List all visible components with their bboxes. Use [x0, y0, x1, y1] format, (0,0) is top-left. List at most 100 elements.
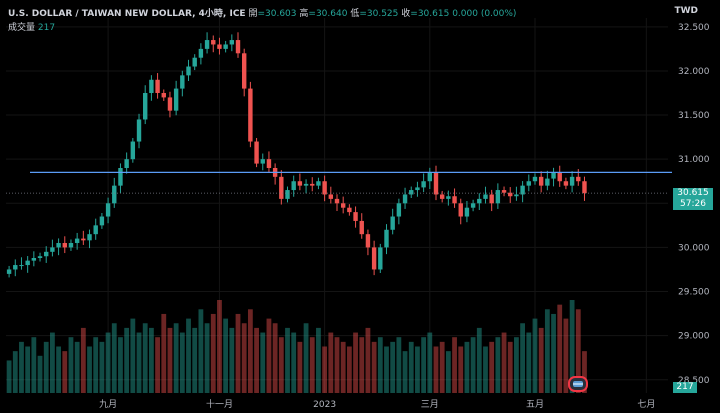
candle-body [99, 216, 105, 226]
candle-body [545, 178, 550, 186]
volume-bar [68, 337, 74, 393]
volume-bar [489, 341, 495, 393]
x-tick-label: 七月 [637, 399, 655, 410]
volume-bar [371, 341, 377, 393]
volume-bar [427, 332, 433, 393]
candle-body [520, 185, 525, 195]
candle-body [74, 238, 80, 243]
candle-body [118, 168, 123, 186]
time-axis[interactable]: 九月 十一月 2023 三月 五月 七月 [99, 398, 655, 410]
volume-bar [316, 327, 321, 393]
last-price-label[interactable]: 30.615 57:26 [673, 188, 713, 211]
volume-bar [124, 327, 130, 393]
candle-body [192, 57, 197, 67]
volume-bar [167, 327, 173, 393]
volume-bar [217, 300, 222, 393]
close-label: 收 [401, 9, 411, 19]
candle-body [167, 97, 173, 111]
candle-body [266, 159, 272, 168]
candle-body [303, 183, 309, 186]
volume-bar [408, 341, 414, 393]
candle-body [538, 176, 544, 186]
volume-bar [291, 332, 297, 393]
candle-body [396, 203, 402, 217]
candle-body [310, 183, 315, 186]
volume-bar [93, 337, 99, 393]
volume-bar [346, 346, 352, 393]
candle-body [279, 176, 284, 199]
candle-body [235, 40, 241, 54]
candle-body [452, 196, 457, 204]
volume-bar [130, 318, 136, 393]
volume-bars [6, 300, 587, 393]
volume-bar [192, 327, 198, 393]
candle-body [186, 66, 191, 76]
x-tick-label: 2023 [313, 400, 336, 410]
volume-bar [464, 341, 470, 393]
volume-bar [551, 313, 556, 393]
change-value: 0.000 (0.00%) [452, 9, 517, 19]
volume-value: 217 [37, 23, 56, 33]
volume-bar [266, 318, 272, 393]
volume-bar [470, 337, 476, 393]
candle-body [198, 48, 204, 58]
candle-body [328, 194, 334, 199]
volume-bar [507, 341, 513, 393]
volume-bar [254, 327, 259, 393]
candle-body [223, 44, 228, 49]
candle-body [365, 234, 371, 248]
candle-body [285, 190, 290, 199]
volume-bar [25, 346, 31, 393]
volume-bar [309, 337, 315, 393]
volume-bar [445, 351, 451, 393]
volume-bar [532, 318, 538, 393]
volume-bar [557, 304, 563, 393]
candle-body [446, 196, 451, 199]
candle-body [576, 176, 581, 182]
volume-bar [433, 346, 439, 393]
volume-bar [458, 346, 464, 393]
volume-bar [118, 337, 123, 393]
candle-body [508, 192, 513, 197]
y-tick-label: 32.000 [678, 67, 710, 77]
candle-body [124, 159, 129, 168]
volume-bar [12, 351, 18, 393]
candle-body [409, 190, 414, 195]
candle-body [155, 79, 160, 93]
symbol-title: U.S. DOLLAR / TAIWAN NEW DOLLAR, 4小時, IC… [8, 9, 246, 19]
candle-body [427, 172, 433, 182]
candle-body [25, 260, 30, 266]
candle-body [526, 181, 531, 186]
volume-bar [297, 341, 303, 393]
volume-bar [365, 327, 371, 393]
volume-bar [241, 323, 247, 393]
us-flag-icon[interactable] [568, 376, 588, 392]
volume-bar [544, 309, 550, 393]
volume-legend: 成交量 217 [8, 20, 55, 33]
volume-bar [396, 337, 402, 393]
candle-body [421, 181, 426, 188]
volume-bar [272, 323, 278, 393]
candle-body [551, 172, 556, 179]
candle-body [68, 243, 74, 248]
currency-label: TWD [674, 6, 698, 16]
candle-body [384, 229, 389, 248]
volume-label: 成交量 [8, 23, 36, 33]
volume-bar [6, 360, 12, 393]
volume-bar [452, 337, 457, 393]
volume-bar [99, 341, 105, 393]
volume-bar [19, 341, 24, 393]
x-tick-label: 十一月 [206, 398, 233, 410]
candle-body [340, 203, 346, 208]
volume-bar [148, 327, 154, 393]
candle-body [204, 40, 210, 49]
volume-bar [575, 309, 581, 393]
candle-body [433, 172, 439, 195]
volume-bar [43, 341, 49, 393]
volume-bar [161, 313, 167, 393]
candle-body [81, 238, 86, 241]
candle-body [501, 190, 507, 193]
volume-bar [210, 313, 216, 393]
volume-bar [359, 337, 365, 393]
